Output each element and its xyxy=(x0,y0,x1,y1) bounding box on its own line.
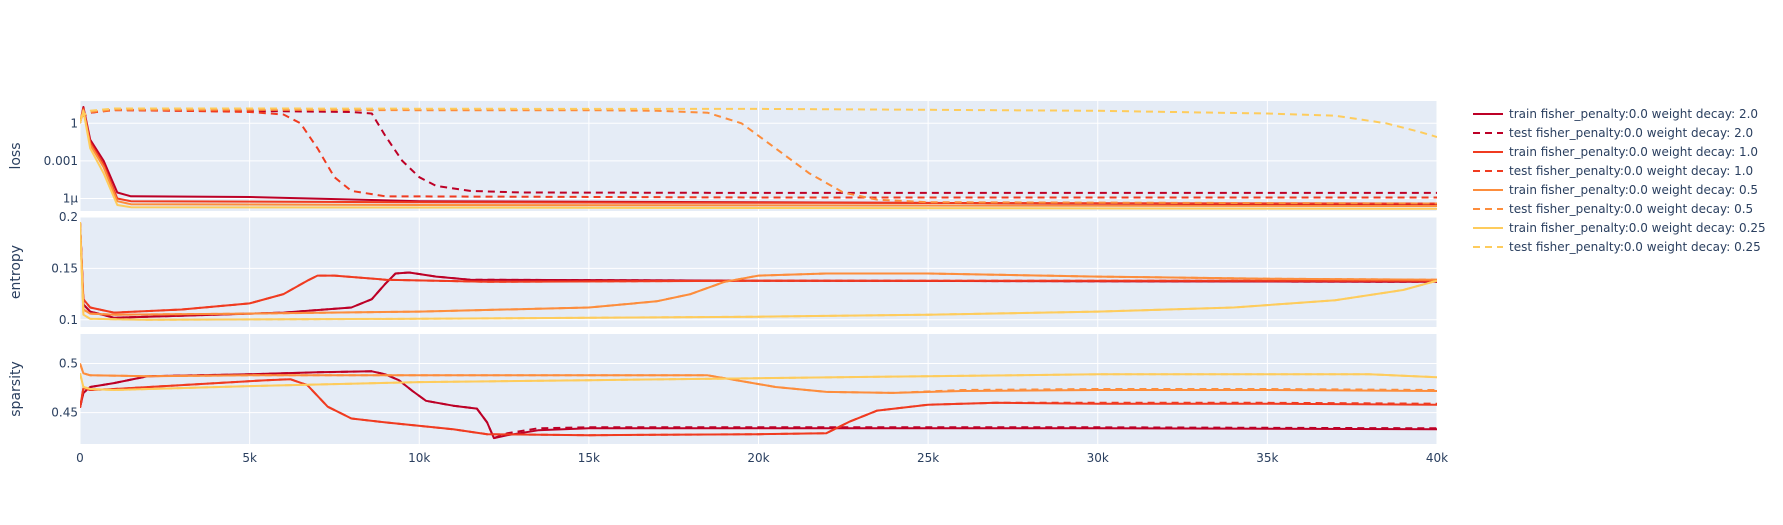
x-tick-label: 40k xyxy=(1426,451,1448,465)
subplot-sparsity: 0.5 0.45 sparsity xyxy=(8,334,1438,444)
legend-item-3[interactable]: test fisher_penalty:0.0 weight decay: 1.… xyxy=(1473,164,1753,178)
y-tick-label-entropy: 0.15 xyxy=(51,261,78,275)
x-tick-label: 10k xyxy=(408,451,430,465)
series-line-entropy-3 xyxy=(80,222,1437,314)
legend-label: test fisher_penalty:0.0 weight decay: 1.… xyxy=(1509,164,1753,178)
legend-item-2[interactable]: train fisher_penalty:0.0 weight decay: 1… xyxy=(1473,145,1758,159)
x-tick-label: 20k xyxy=(747,451,769,465)
y-tick-label-entropy: 0.2 xyxy=(59,210,78,224)
series-line-sparsity-3 xyxy=(80,378,1437,437)
y-axis-title-entropy: entropy xyxy=(8,245,24,299)
series-line-loss-7 xyxy=(80,107,1437,138)
legend-item-7[interactable]: test fisher_penalty:0.0 weight decay: 0.… xyxy=(1473,240,1761,254)
legend-item-6[interactable]: train fisher_penalty:0.0 weight decay: 0… xyxy=(1473,221,1766,235)
subplot-loss: 1 0.001 1μ loss xyxy=(8,101,1438,211)
series-line-loss-5 xyxy=(80,108,1437,205)
y-tick-label-sparsity: 0.45 xyxy=(51,406,78,420)
y-tick-label-sparsity: 0.5 xyxy=(59,356,78,370)
legend-item-5[interactable]: test fisher_penalty:0.0 weight decay: 0.… xyxy=(1473,202,1753,216)
x-axis: 0 5k 10k 15k 20k 25k 30k 35k 40k xyxy=(76,451,1448,465)
y-tick-label-loss: 1μ xyxy=(63,191,79,205)
legend-item-1[interactable]: test fisher_penalty:0.0 weight decay: 2.… xyxy=(1473,126,1753,140)
legend-label: train fisher_penalty:0.0 weight decay: 0… xyxy=(1509,221,1766,235)
y-tick-label-loss: 0.001 xyxy=(44,154,78,168)
series-group-loss xyxy=(80,106,1437,210)
legend-item-0[interactable]: train fisher_penalty:0.0 weight decay: 2… xyxy=(1473,107,1758,121)
subplots: 1 0.001 1μ loss 0.2 0.15 0.1 entropy 0.5 0.45 spar… xyxy=(8,101,1438,444)
series-line-loss-1 xyxy=(80,108,1437,194)
y-tick-label-entropy: 0.1 xyxy=(59,313,78,327)
legend-label: train fisher_penalty:0.0 weight decay: 1… xyxy=(1509,145,1758,159)
series-line-entropy-5 xyxy=(80,222,1437,316)
series-line-sparsity-4 xyxy=(80,363,1437,394)
legend-label: test fisher_penalty:0.0 weight decay: 0.… xyxy=(1509,240,1761,254)
legend-label: train fisher_penalty:0.0 weight decay: 0… xyxy=(1509,183,1758,197)
x-tick-label: 0 xyxy=(76,451,84,465)
series-line-loss-6 xyxy=(80,109,1437,210)
series-line-sparsity-1 xyxy=(80,370,1437,440)
x-tick-label: 30k xyxy=(1087,451,1109,465)
legend-item-4[interactable]: train fisher_penalty:0.0 weight decay: 0… xyxy=(1473,183,1758,197)
series-group-sparsity xyxy=(80,363,1437,440)
series-line-entropy-7 xyxy=(80,222,1437,321)
y-axis-title-sparsity: sparsity xyxy=(8,361,24,416)
subplot-entropy: 0.2 0.15 0.1 entropy xyxy=(8,210,1438,327)
series-group-entropy xyxy=(80,222,1437,321)
series-line-sparsity-7 xyxy=(80,373,1437,391)
x-tick-label: 35k xyxy=(1256,451,1278,465)
legend[interactable]: train fisher_penalty:0.0 weight decay: 2… xyxy=(1473,107,1766,254)
legend-label: test fisher_penalty:0.0 weight decay: 2.… xyxy=(1509,126,1753,140)
y-tick-label-loss: 1 xyxy=(70,116,78,130)
legend-label: test fisher_penalty:0.0 weight decay: 0.… xyxy=(1509,202,1753,216)
legend-label: train fisher_penalty:0.0 weight decay: 2… xyxy=(1509,107,1758,121)
x-tick-label: 5k xyxy=(242,451,257,465)
x-tick-label: 25k xyxy=(917,451,939,465)
y-axis-title-loss: loss xyxy=(8,142,24,169)
x-tick-label: 15k xyxy=(578,451,600,465)
